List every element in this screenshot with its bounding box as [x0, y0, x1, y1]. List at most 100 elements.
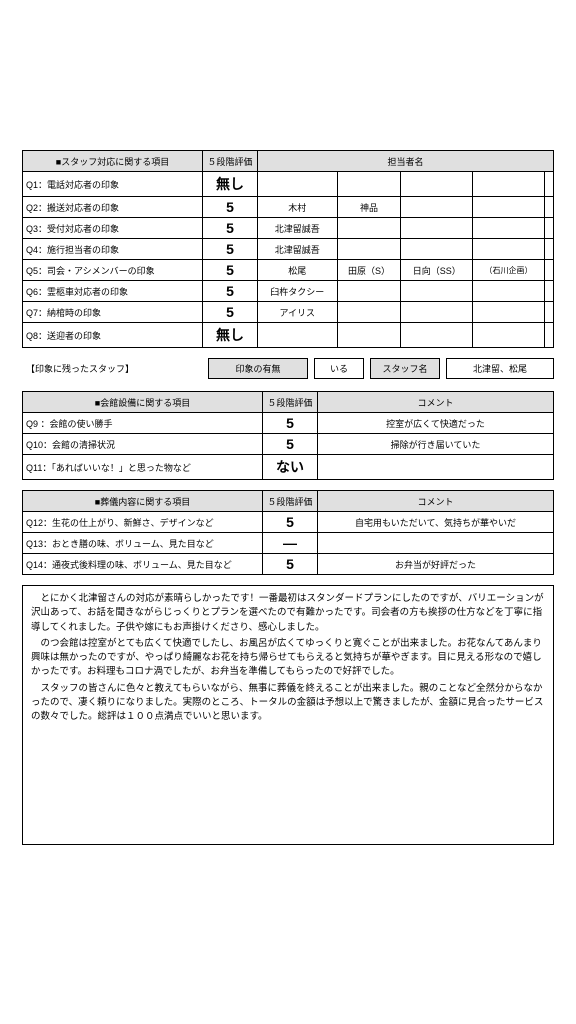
- person-cell: [401, 323, 473, 348]
- comment-cell: 控室が広くて快適だった: [318, 413, 554, 434]
- question-cell: Q13：おとき膳の味、ボリューム、見た目など: [23, 533, 263, 554]
- rating-cell: 5: [263, 512, 318, 533]
- person-cell: アイリス: [258, 302, 338, 323]
- rating-cell: 5: [203, 260, 258, 281]
- table-row: Q12：生花の仕上がり、新鮮さ、デザインなど5自宅用もいただいて、気持ちが華やい…: [23, 512, 554, 533]
- impression-col1: 印象の有無: [208, 358, 308, 379]
- question-cell: Q4：施行担当者の印象: [23, 239, 203, 260]
- table-row: Q11：「あればいいな！」と思った物などない: [23, 455, 554, 480]
- table-row: Q2：搬送対応者の印象5木村神品: [23, 197, 554, 218]
- person-cell: [473, 281, 545, 302]
- rating-cell: 5: [263, 413, 318, 434]
- table-row: Q6：霊柩車対応者の印象5臼杵タクシー: [23, 281, 554, 302]
- person-cell: [401, 218, 473, 239]
- person-cell: 田原（S）: [337, 260, 401, 281]
- comment-p1: とにかく北津留さんの対応が素晴らしかったです！一番最初はスタンダードプランにした…: [31, 592, 545, 635]
- table-row: Q1：電話対応者の印象無し: [23, 172, 554, 197]
- person-cell: [401, 302, 473, 323]
- question-cell: Q2：搬送対応者の印象: [23, 197, 203, 218]
- person-cell: [401, 172, 473, 197]
- person-cell: [401, 281, 473, 302]
- question-cell: Q7：納棺時の印象: [23, 302, 203, 323]
- person-cell: [473, 239, 545, 260]
- table-row: Q9 ：会館の使い勝手5控室が広くて快適だった: [23, 413, 554, 434]
- question-cell: Q1：電話対応者の印象: [23, 172, 203, 197]
- rating-cell: 5: [203, 281, 258, 302]
- person-cell: [544, 260, 553, 281]
- person-cell: [337, 172, 401, 197]
- question-cell: Q14：通夜式後料理の味、ボリューム、見た目など: [23, 554, 263, 575]
- person-cell: 臼杵タクシー: [258, 281, 338, 302]
- person-cell: [544, 281, 553, 302]
- person-cell: [544, 218, 553, 239]
- rating-cell: 5: [203, 302, 258, 323]
- person-cell: [473, 172, 545, 197]
- person-cell: （石川企画）: [473, 260, 545, 281]
- comment-cell: [318, 533, 554, 554]
- impression-val2: 北津留、松尾: [446, 358, 554, 379]
- table-row: Q4：施行担当者の印象5北津留誠吾: [23, 239, 554, 260]
- question-cell: Q8：送迎者の印象: [23, 323, 203, 348]
- funeral-content-table: ■葬儀内容に関する項目 ５段階評価 コメント Q12：生花の仕上がり、新鮮さ、デ…: [22, 490, 554, 575]
- question-cell: Q11：「あればいいな！」と思った物など: [23, 455, 263, 480]
- rating-cell: —: [263, 533, 318, 554]
- person-cell: [258, 172, 338, 197]
- facility-table: ■会館設備に関する項目 ５段階評価 コメント Q9 ：会館の使い勝手5控室が広く…: [22, 391, 554, 480]
- comment-p2: のつ会館は控室がとても広くて快適でしたし、お風呂が広くてゆっくりと寛ぐことが出来…: [31, 637, 545, 680]
- person-cell: [401, 239, 473, 260]
- comment-cell: 掃除が行き届いていた: [318, 434, 554, 455]
- person-cell: [544, 302, 553, 323]
- rating-cell: 5: [263, 434, 318, 455]
- person-cell: 松尾: [258, 260, 338, 281]
- question-cell: Q12：生花の仕上がり、新鮮さ、デザインなど: [23, 512, 263, 533]
- person-cell: [473, 302, 545, 323]
- person-cell: 北津留誠吾: [258, 218, 338, 239]
- section3-title: ■葬儀内容に関する項目: [23, 491, 263, 512]
- table-row: Q13：おとき膳の味、ボリューム、見た目など—: [23, 533, 554, 554]
- comment-cell: 自宅用もいただいて、気持ちが華やいだ: [318, 512, 554, 533]
- comment-header3: コメント: [318, 491, 554, 512]
- question-cell: Q3：受付対応者の印象: [23, 218, 203, 239]
- table-row: Q8：送迎者の印象無し: [23, 323, 554, 348]
- question-cell: Q6：霊柩車対応者の印象: [23, 281, 203, 302]
- table-row: Q14：通夜式後料理の味、ボリューム、見た目など5お弁当が好評だった: [23, 554, 554, 575]
- person-cell: 北津留誠吾: [258, 239, 338, 260]
- staff-impression-row: 【印象に残ったスタッフ】 印象の有無 いる スタッフ名 北津留、松尾: [22, 358, 554, 379]
- person-cell: [473, 197, 545, 218]
- rating-cell: 無し: [203, 172, 258, 197]
- table-row: Q10：会館の清掃状況5掃除が行き届いていた: [23, 434, 554, 455]
- person-cell: [401, 197, 473, 218]
- rating-cell: 5: [203, 218, 258, 239]
- table-row: Q5：司会・アシメンバーの印象5松尾田原（S）日向（SS）（石川企画）: [23, 260, 554, 281]
- section2-title: ■会館設備に関する項目: [23, 392, 263, 413]
- person-cell: [544, 239, 553, 260]
- impression-label: 【印象に残ったスタッフ】: [22, 358, 202, 379]
- table-row: Q7：納棺時の印象5アイリス: [23, 302, 554, 323]
- comment-cell: [318, 455, 554, 480]
- person-cell: 日向（SS）: [401, 260, 473, 281]
- question-cell: Q9 ：会館の使い勝手: [23, 413, 263, 434]
- table-row: Q3：受付対応者の印象5北津留誠吾: [23, 218, 554, 239]
- impression-val1: いる: [314, 358, 364, 379]
- section1-title: ■スタッフ対応に関する項目: [23, 151, 203, 172]
- comment-cell: お弁当が好評だった: [318, 554, 554, 575]
- person-cell: [544, 172, 553, 197]
- comment-header2: コメント: [318, 392, 554, 413]
- person-cell: [337, 218, 401, 239]
- rating-cell: 5: [203, 239, 258, 260]
- person-cell: [473, 323, 545, 348]
- person-cell: [544, 323, 553, 348]
- person-cell: 神品: [337, 197, 401, 218]
- question-cell: Q10：会館の清掃状況: [23, 434, 263, 455]
- free-comment-box: とにかく北津留さんの対応が素晴らしかったです！一番最初はスタンダードプランにした…: [22, 585, 554, 845]
- rating-cell: ない: [263, 455, 318, 480]
- question-cell: Q5：司会・アシメンバーの印象: [23, 260, 203, 281]
- comment-p3: スタッフの皆さんに色々と教えてもらいながら、無事に葬儀を終えることが出来ました。…: [31, 682, 545, 725]
- person-cell: [337, 302, 401, 323]
- person-cell: 木村: [258, 197, 338, 218]
- person-cell: [473, 218, 545, 239]
- staff-response-table: ■スタッフ対応に関する項目 ５段階評価 担当者名 Q1：電話対応者の印象無しQ2…: [22, 150, 554, 348]
- rating-cell: 5: [203, 197, 258, 218]
- person-header: 担当者名: [258, 151, 554, 172]
- person-cell: [544, 197, 553, 218]
